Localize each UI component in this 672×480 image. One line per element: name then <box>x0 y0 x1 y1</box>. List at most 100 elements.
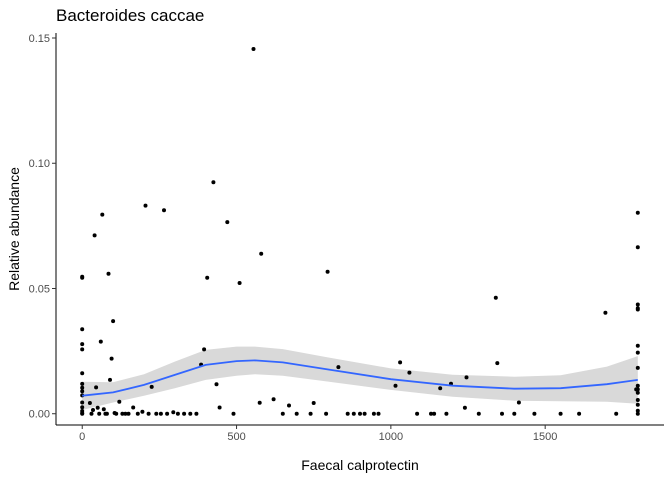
data-point <box>135 411 140 416</box>
data-point <box>175 411 180 416</box>
points-layer <box>80 47 640 416</box>
data-point <box>493 295 498 300</box>
y-ticks: 0.00 0.05 0.10 0.15 <box>29 33 56 421</box>
data-point <box>80 405 85 410</box>
data-point <box>500 411 504 416</box>
data-point <box>194 411 199 416</box>
data-point <box>80 400 85 405</box>
y-axis-title: Relative abundance <box>6 167 22 291</box>
data-point <box>80 385 85 390</box>
data-point <box>516 400 521 405</box>
data-point <box>280 411 285 416</box>
data-point <box>131 405 136 410</box>
data-point <box>398 360 403 365</box>
data-point <box>80 371 85 376</box>
data-point <box>462 405 467 410</box>
data-point <box>577 411 582 416</box>
data-point <box>495 361 500 366</box>
x-tick-label: 500 <box>227 431 245 443</box>
axes-layer <box>55 33 664 426</box>
data-point <box>415 411 420 416</box>
data-point <box>308 411 313 416</box>
data-point <box>143 203 148 208</box>
data-point <box>171 410 176 415</box>
data-point <box>345 411 350 416</box>
data-point <box>154 411 159 416</box>
chart-title: Bacteroides caccae <box>56 6 205 25</box>
data-point <box>80 327 85 332</box>
data-point <box>635 343 640 348</box>
data-point <box>351 411 356 416</box>
data-point <box>91 408 95 412</box>
data-point <box>126 411 131 416</box>
data-point <box>311 401 316 405</box>
data-point <box>362 411 367 416</box>
data-point <box>111 319 116 324</box>
data-point <box>97 411 102 416</box>
y-tick-label: 0.05 <box>29 283 50 295</box>
data-point <box>635 210 640 215</box>
data-point <box>146 411 151 416</box>
data-point <box>464 375 469 380</box>
data-point <box>205 275 210 280</box>
data-point <box>635 387 640 392</box>
x-tick-label: 1500 <box>533 431 557 443</box>
data-point <box>80 342 85 347</box>
data-point <box>251 47 256 51</box>
data-point <box>149 384 154 389</box>
data-point <box>165 411 170 416</box>
data-point <box>324 411 329 416</box>
data-point <box>89 411 94 416</box>
data-point <box>80 347 85 352</box>
data-point <box>104 411 109 416</box>
data-point <box>635 307 640 312</box>
data-point <box>140 409 145 414</box>
data-point <box>101 407 106 412</box>
data-point <box>476 411 481 416</box>
data-point <box>438 386 443 391</box>
data-point <box>100 212 105 217</box>
data-point <box>80 381 85 386</box>
data-point <box>259 251 264 256</box>
data-point <box>358 411 362 416</box>
data-point <box>558 411 563 416</box>
x-ticks: 0 500 1000 1500 <box>79 425 557 443</box>
data-point <box>98 339 103 344</box>
data-point <box>325 269 330 274</box>
data-point <box>80 389 85 394</box>
data-point <box>108 377 112 382</box>
x-tick-label: 0 <box>79 431 85 443</box>
data-point <box>294 411 299 416</box>
data-point <box>393 383 398 388</box>
data-point <box>94 385 99 390</box>
data-point <box>225 220 230 225</box>
data-point <box>635 398 640 402</box>
y-tick-label: 0.15 <box>29 33 50 45</box>
data-point <box>635 383 640 388</box>
data-point <box>336 365 341 370</box>
data-point <box>635 390 640 395</box>
data-point <box>371 411 376 416</box>
data-point <box>162 208 166 213</box>
data-point <box>532 411 537 416</box>
data-point <box>429 411 433 416</box>
y-tick-label: 0.00 <box>29 409 50 421</box>
x-tick-label: 1000 <box>379 431 403 443</box>
data-point <box>158 411 163 416</box>
data-point <box>120 411 125 416</box>
data-point <box>214 382 219 387</box>
data-point <box>80 411 85 416</box>
data-point <box>95 405 100 410</box>
data-point <box>237 281 242 285</box>
data-point <box>182 411 187 416</box>
data-point <box>114 411 119 416</box>
data-point <box>512 411 517 416</box>
data-point <box>211 180 216 185</box>
data-point <box>123 411 128 416</box>
data-point <box>87 401 92 405</box>
data-point <box>80 275 85 280</box>
data-point <box>432 411 437 416</box>
data-point <box>635 302 640 307</box>
data-point <box>444 411 449 416</box>
data-point <box>92 233 97 238</box>
